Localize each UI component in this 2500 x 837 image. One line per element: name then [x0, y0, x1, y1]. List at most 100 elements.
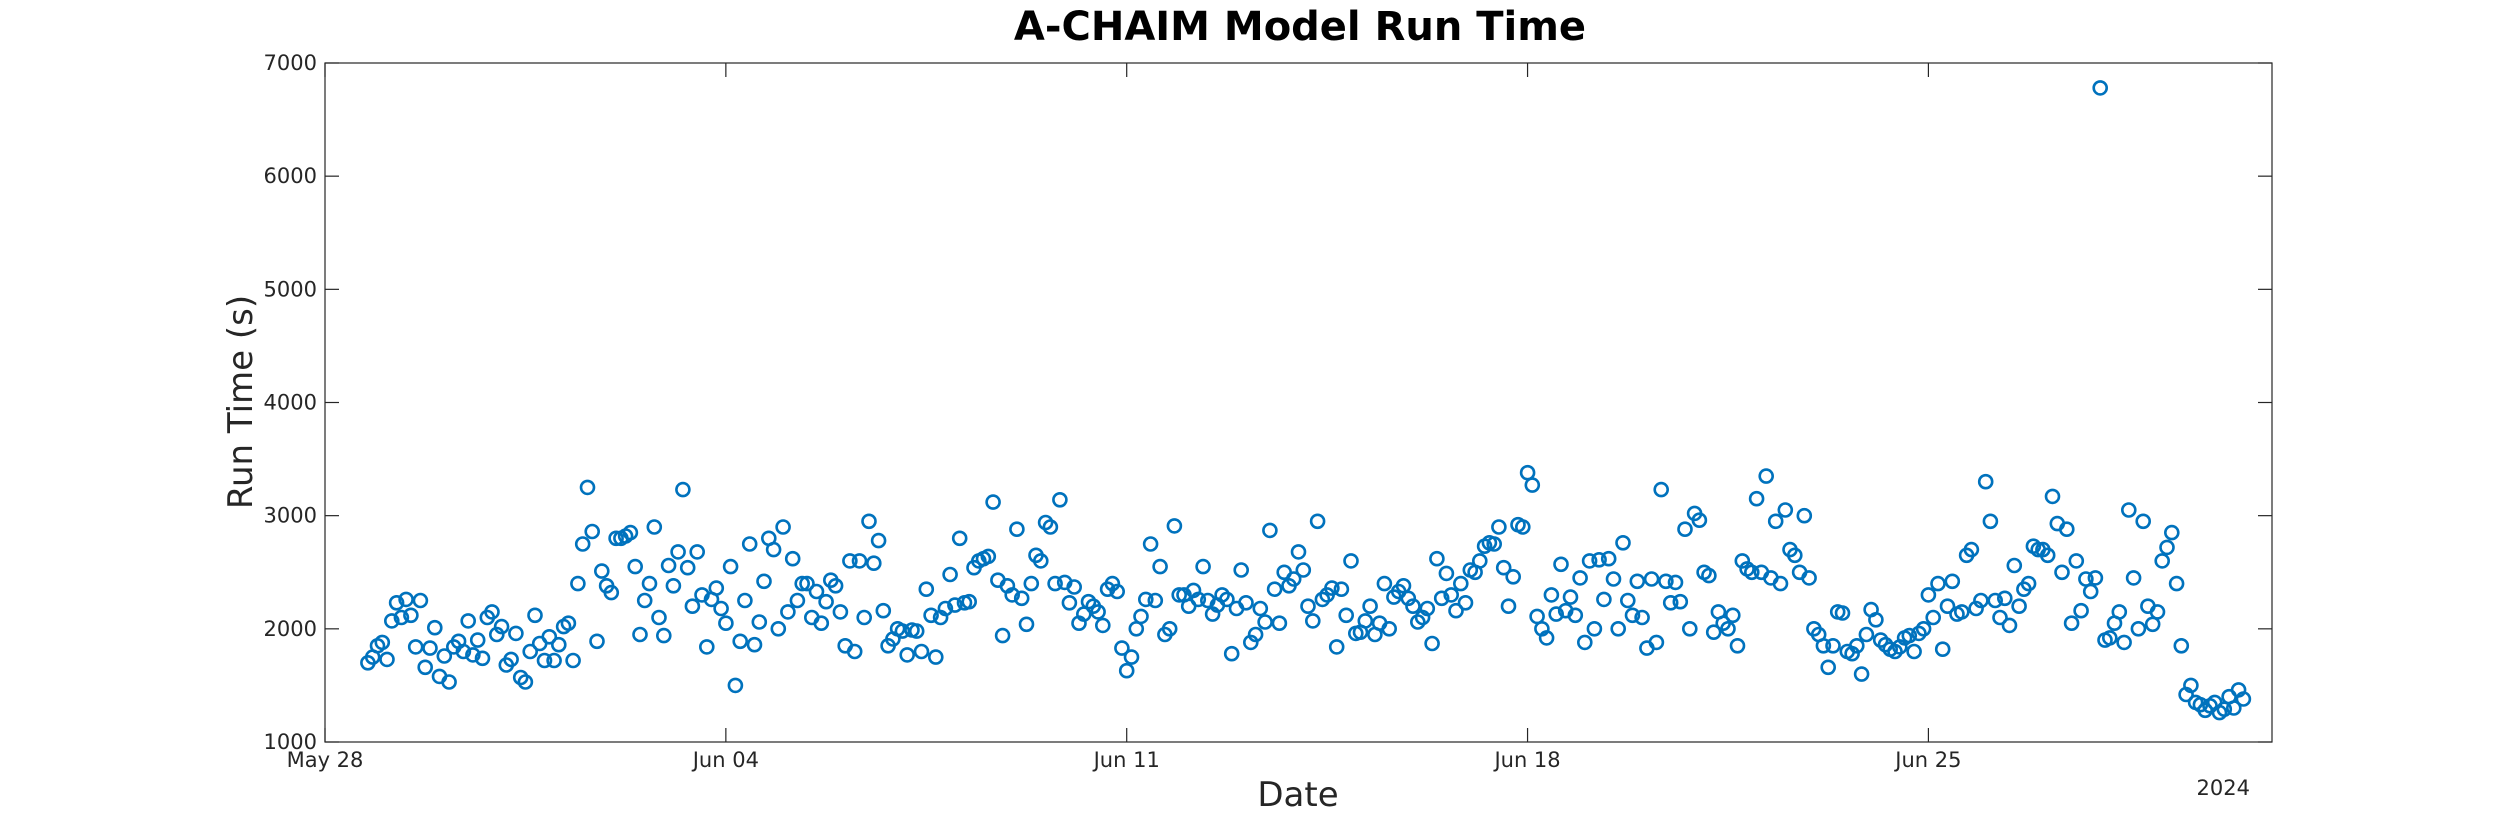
data-point	[1982, 513, 1999, 530]
data-point	[1662, 594, 1679, 611]
data-point	[1295, 562, 1312, 578]
data-point	[1787, 547, 1803, 564]
data-point	[1968, 600, 1984, 617]
data-point	[1548, 606, 1564, 622]
data-point	[441, 674, 457, 690]
data-point	[417, 659, 434, 676]
data-point	[1515, 519, 1531, 535]
data-point	[2168, 575, 2185, 592]
data-point	[689, 544, 706, 560]
data-point	[1734, 553, 1751, 569]
data-point	[789, 592, 806, 609]
data-point	[1171, 587, 1187, 603]
data-point	[1161, 620, 1178, 637]
data-point	[2116, 634, 2132, 651]
data-point	[1620, 592, 1636, 609]
data-point	[1605, 571, 1622, 587]
data-point	[517, 674, 534, 690]
data-point	[1247, 626, 1264, 643]
data-point	[1243, 634, 1259, 651]
data-point	[1195, 558, 1211, 575]
data-point	[1915, 620, 1932, 637]
data-point	[1223, 645, 1240, 662]
data-point	[1328, 639, 1345, 655]
data-point	[2111, 604, 2128, 620]
data-point	[985, 494, 1001, 510]
data-point	[1190, 591, 1207, 608]
data-point	[584, 523, 601, 540]
data-point	[961, 593, 978, 610]
data-point	[846, 643, 863, 660]
data-point	[2082, 583, 2099, 600]
data-point	[1586, 620, 1603, 637]
data-point	[980, 548, 997, 565]
data-point	[608, 530, 624, 547]
data-point	[1104, 575, 1121, 592]
data-point	[2011, 598, 2027, 615]
data-point	[870, 532, 887, 549]
data-point	[665, 577, 682, 594]
data-point	[937, 600, 954, 617]
data-point	[1314, 591, 1331, 608]
data-point	[1424, 635, 1440, 652]
data-point	[593, 563, 610, 579]
data-point	[1591, 551, 1607, 568]
data-point	[751, 614, 768, 630]
data-point	[627, 558, 644, 575]
data-point	[460, 613, 477, 629]
data-point	[856, 609, 873, 626]
data-point	[737, 592, 753, 609]
data-point	[1472, 553, 1488, 569]
data-point	[2235, 691, 2252, 707]
data-point	[646, 519, 663, 535]
data-point	[799, 575, 815, 592]
data-point	[1596, 591, 1612, 608]
data-point	[536, 652, 553, 669]
data-point	[951, 530, 968, 547]
x-tick-label: Jun 04	[691, 748, 759, 772]
data-point	[546, 652, 562, 669]
data-point	[808, 583, 825, 600]
data-point	[1381, 620, 1397, 637]
data-point	[493, 618, 510, 635]
data-point	[374, 634, 391, 651]
data-point	[1725, 607, 1741, 624]
data-point	[842, 553, 858, 569]
data-point	[2054, 564, 2070, 581]
data-point	[2154, 553, 2170, 569]
data-point	[527, 607, 543, 624]
data-point	[1376, 575, 1393, 592]
data-point	[1433, 590, 1450, 607]
data-point	[2006, 557, 2023, 574]
data-point	[2087, 570, 2104, 586]
data-point	[2173, 637, 2190, 654]
data-point	[1123, 649, 1140, 665]
data-point	[1963, 541, 1980, 558]
data-point	[994, 627, 1011, 644]
data-point	[1567, 607, 1584, 624]
x-tick-label: Jun 18	[1492, 748, 1560, 772]
data-point	[641, 575, 658, 592]
data-point	[947, 597, 963, 613]
data-point	[2226, 700, 2242, 716]
data-point	[2092, 80, 2108, 96]
data-point	[1443, 587, 1459, 603]
data-point	[579, 479, 596, 496]
data-point	[436, 648, 453, 664]
data-point	[660, 557, 677, 574]
data-point	[1849, 637, 1865, 654]
data-point	[1252, 600, 1269, 617]
data-point	[1333, 581, 1350, 598]
data-point	[770, 620, 787, 637]
y-tick-label: 6000	[264, 164, 317, 188]
data-point	[1853, 666, 1870, 682]
data-point	[1004, 587, 1021, 603]
data-point	[488, 626, 505, 643]
data-point	[861, 513, 877, 530]
data-point	[1013, 590, 1030, 607]
data-point	[1491, 519, 1507, 535]
data-point	[1486, 536, 1502, 552]
data-point	[1906, 643, 1922, 660]
x-year-label: 2024	[2197, 776, 2250, 800]
data-point	[1285, 571, 1302, 587]
